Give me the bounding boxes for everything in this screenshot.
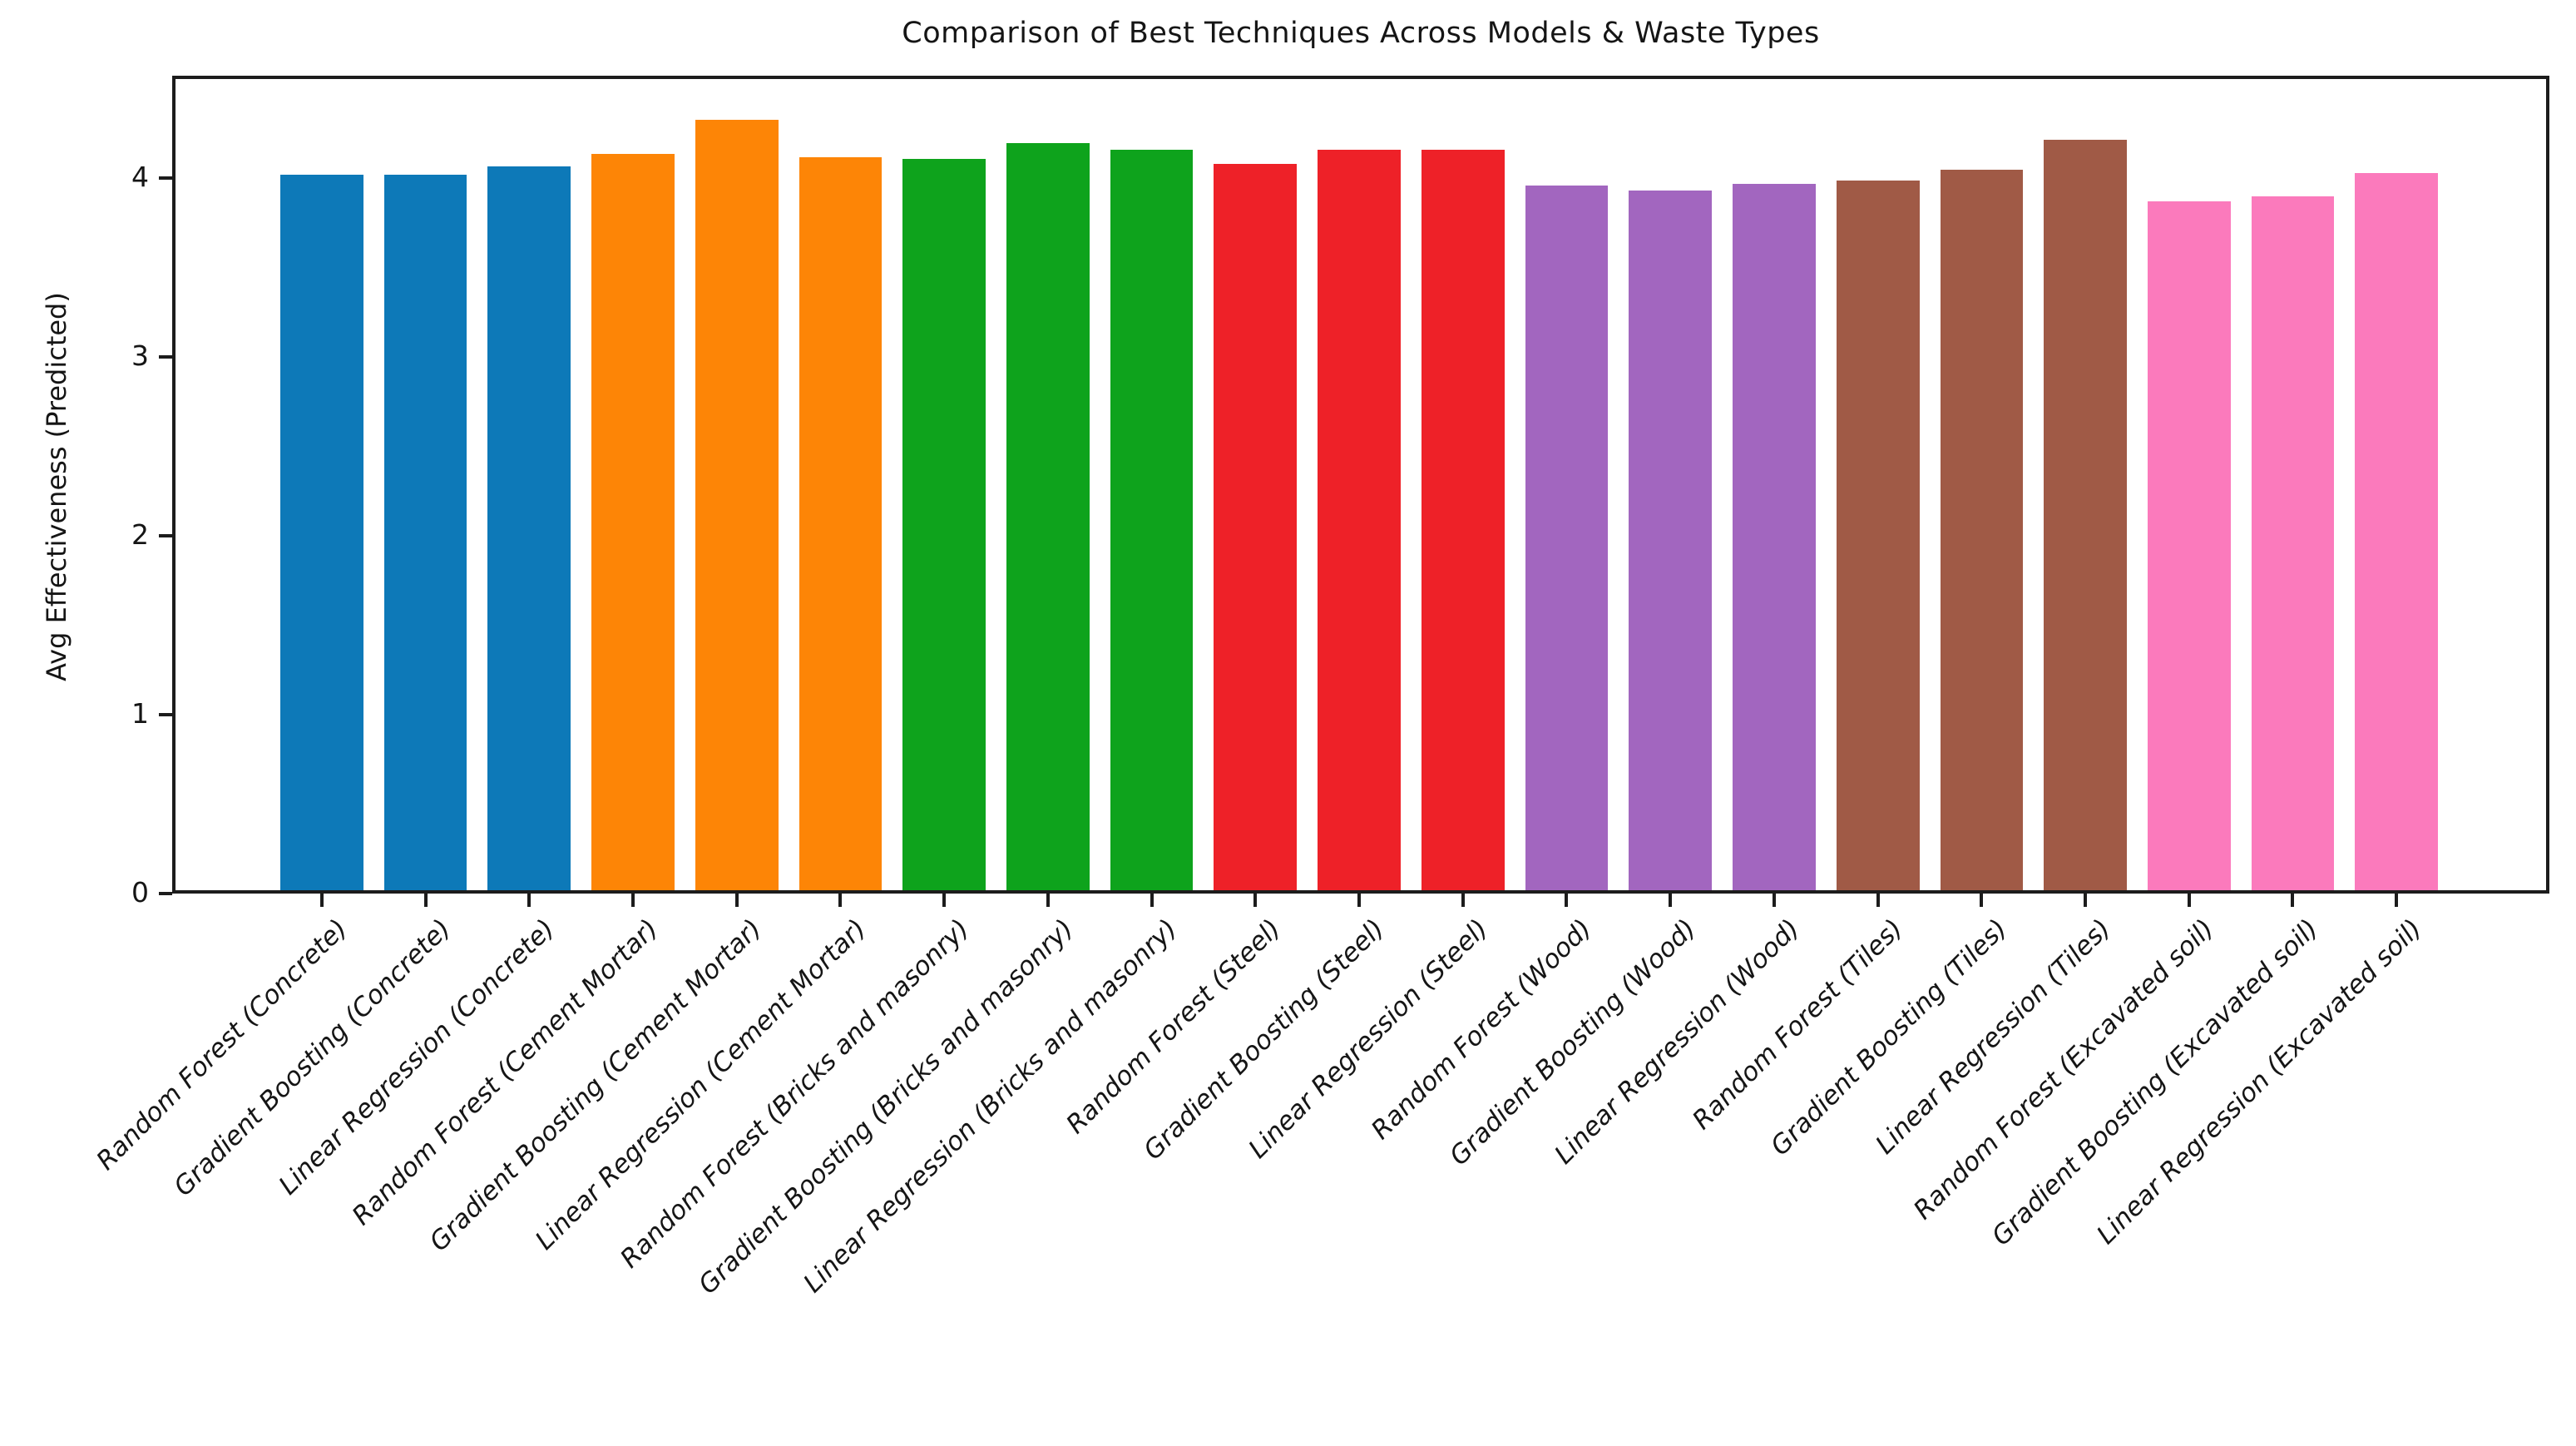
x-tick-mark — [838, 894, 843, 907]
y-tick-label: 0 — [131, 875, 149, 909]
bar — [1836, 180, 1920, 890]
y-tick-label: 4 — [131, 160, 149, 193]
y-tick-label: 1 — [131, 696, 149, 730]
x-tick-mark — [2084, 894, 2087, 907]
bar — [1214, 164, 1298, 890]
y-tick-mark — [159, 354, 172, 359]
bar — [1006, 142, 1090, 890]
y-tick-label: 3 — [131, 339, 149, 372]
y-axis-label: Avg Effectiveness (Predicted) — [41, 292, 72, 681]
x-tick-mark — [631, 894, 635, 907]
bar — [1110, 150, 1194, 890]
y-tick-mark — [159, 176, 172, 180]
bar — [1525, 186, 1609, 890]
x-tick-mark — [1150, 894, 1154, 907]
x-tick-mark — [1772, 894, 1776, 907]
x-tick-mark — [942, 894, 947, 907]
y-tick-mark — [159, 892, 172, 895]
x-tick-mark — [2187, 894, 2191, 907]
bar — [280, 175, 363, 890]
bar — [1733, 183, 1816, 890]
bar — [695, 120, 779, 890]
bar — [1940, 169, 2024, 890]
bars-container — [280, 79, 2439, 890]
bar — [1421, 150, 1505, 890]
x-tick-mark — [1565, 894, 1569, 907]
bar — [591, 153, 675, 890]
bar — [2044, 139, 2127, 890]
x-tick-mark — [1980, 894, 1984, 907]
x-tick-mark — [527, 894, 532, 907]
plot-area — [172, 76, 2549, 894]
bar — [2147, 201, 2231, 890]
x-tick-mark — [1357, 894, 1361, 907]
x-tick-mark — [1876, 894, 1880, 907]
bar — [383, 175, 467, 890]
x-tick-mark — [1669, 894, 1673, 907]
bar — [1629, 191, 1713, 890]
y-tick-mark — [159, 712, 172, 716]
bar — [902, 159, 986, 890]
x-tick-mark — [319, 894, 324, 907]
bar — [1318, 150, 1401, 890]
bar — [2355, 173, 2439, 890]
bar — [487, 166, 571, 890]
y-tick-mark — [159, 533, 172, 537]
x-tick-mark — [1046, 894, 1050, 907]
chart-title: Comparison of Best Techniques Across Mod… — [902, 17, 1820, 50]
x-tick-mark — [2291, 894, 2295, 907]
y-tick-label: 2 — [131, 517, 149, 551]
bar — [2251, 196, 2335, 890]
x-tick-mark — [423, 894, 428, 907]
x-tick-mark — [1461, 894, 1465, 907]
x-tick-mark — [1253, 894, 1258, 907]
bar — [799, 156, 883, 890]
x-tick-mark — [2395, 894, 2399, 907]
x-tick-mark — [734, 894, 739, 907]
